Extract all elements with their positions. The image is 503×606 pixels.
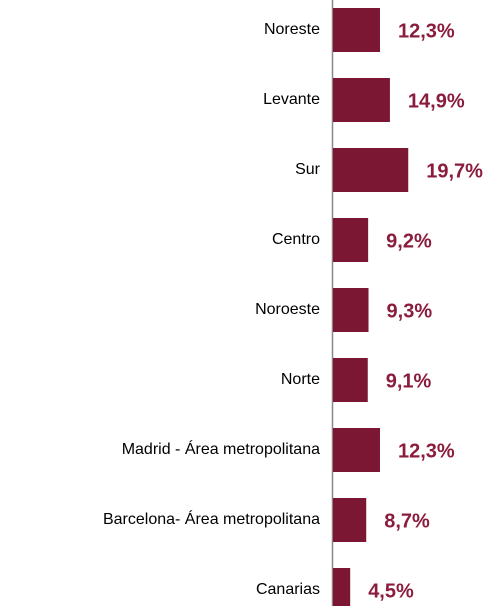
- value-label: 8,7%: [384, 510, 430, 532]
- value-label: 19,7%: [426, 160, 483, 182]
- category-label: Sur: [295, 161, 321, 178]
- category-label: Madrid - Área metropolitana: [122, 439, 320, 458]
- category-label: Norte: [281, 371, 320, 388]
- value-label: 4,5%: [368, 580, 414, 602]
- category-label: Barcelona- Área metropolitana: [103, 509, 320, 528]
- category-label: Levante: [263, 91, 320, 108]
- bar: [333, 498, 367, 542]
- value-label: 9,1%: [386, 370, 432, 392]
- category-label: Canarias: [256, 581, 320, 598]
- bar: [333, 78, 390, 122]
- category-label: Noreste: [264, 21, 320, 38]
- bar: [333, 428, 380, 472]
- bar: [333, 218, 369, 262]
- bar: [333, 8, 380, 52]
- value-label: 9,2%: [386, 230, 432, 252]
- bar: [333, 568, 351, 606]
- bar: [333, 288, 369, 332]
- bar: [333, 358, 368, 402]
- value-label: 12,3%: [398, 440, 455, 462]
- value-label: 12,3%: [398, 20, 455, 42]
- value-label: 9,3%: [387, 300, 433, 322]
- category-label: Noroeste: [255, 301, 320, 318]
- value-label: 14,9%: [408, 90, 465, 112]
- bar: [333, 148, 409, 192]
- category-label: Centro: [272, 231, 320, 248]
